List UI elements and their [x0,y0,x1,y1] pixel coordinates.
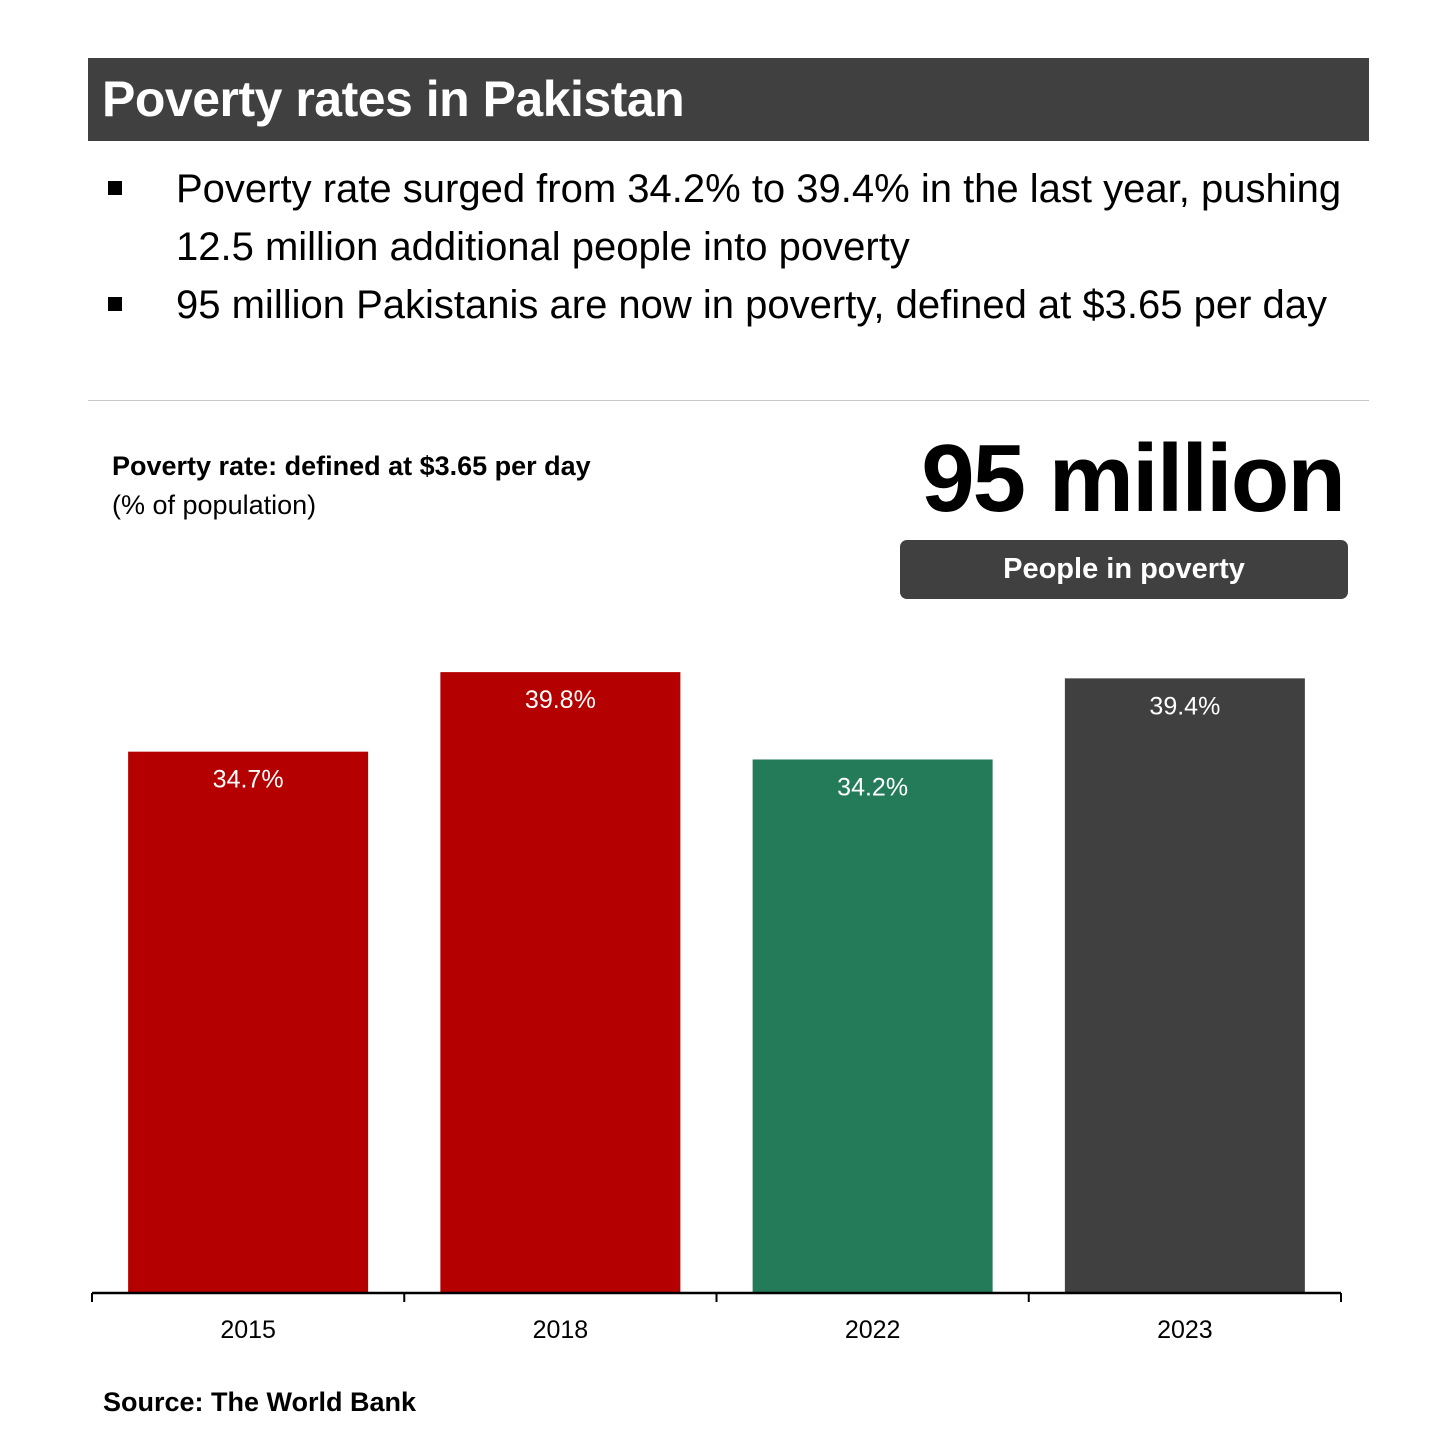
bullet-marker [108,181,122,195]
bar-data-label: 34.7% [213,766,284,794]
bullet-text: Poverty rate surged from 34.2% to 39.4% … [176,167,1342,269]
chart-title: Poverty rate: defined at $3.65 per day [112,451,591,481]
bar-data-label: 39.8% [525,686,596,714]
page-title: Poverty rates in Pakistan [88,58,1369,141]
bar [1064,678,1305,1293]
highlight-value: 95 million [921,425,1346,532]
x-tick-label: 2018 [533,1316,589,1344]
bar [128,751,369,1293]
bullet-item: Poverty rate surged from 34.2% to 39.4% … [100,160,1360,276]
highlight-badge: People in poverty [900,540,1348,599]
bullet-list: Poverty rate surged from 34.2% to 39.4% … [100,160,1360,334]
x-tick-label: 2015 [220,1316,276,1344]
bullet-item: 95 million Pakistanis are now in poverty… [100,276,1360,334]
source-note: Source: The World Bank [103,1387,417,1417]
bar-data-label: 34.2% [837,773,908,801]
bullet-text: 95 million Pakistanis are now in poverty… [176,283,1328,327]
bullet-marker [108,297,122,311]
x-tick-label: 2023 [1157,1316,1213,1344]
bar [752,759,993,1293]
x-tick-label: 2022 [845,1316,901,1344]
bar-data-label: 39.4% [1149,692,1220,720]
divider [88,400,1369,401]
bar [440,672,681,1293]
chart-subtitle: (% of population) [112,490,317,520]
